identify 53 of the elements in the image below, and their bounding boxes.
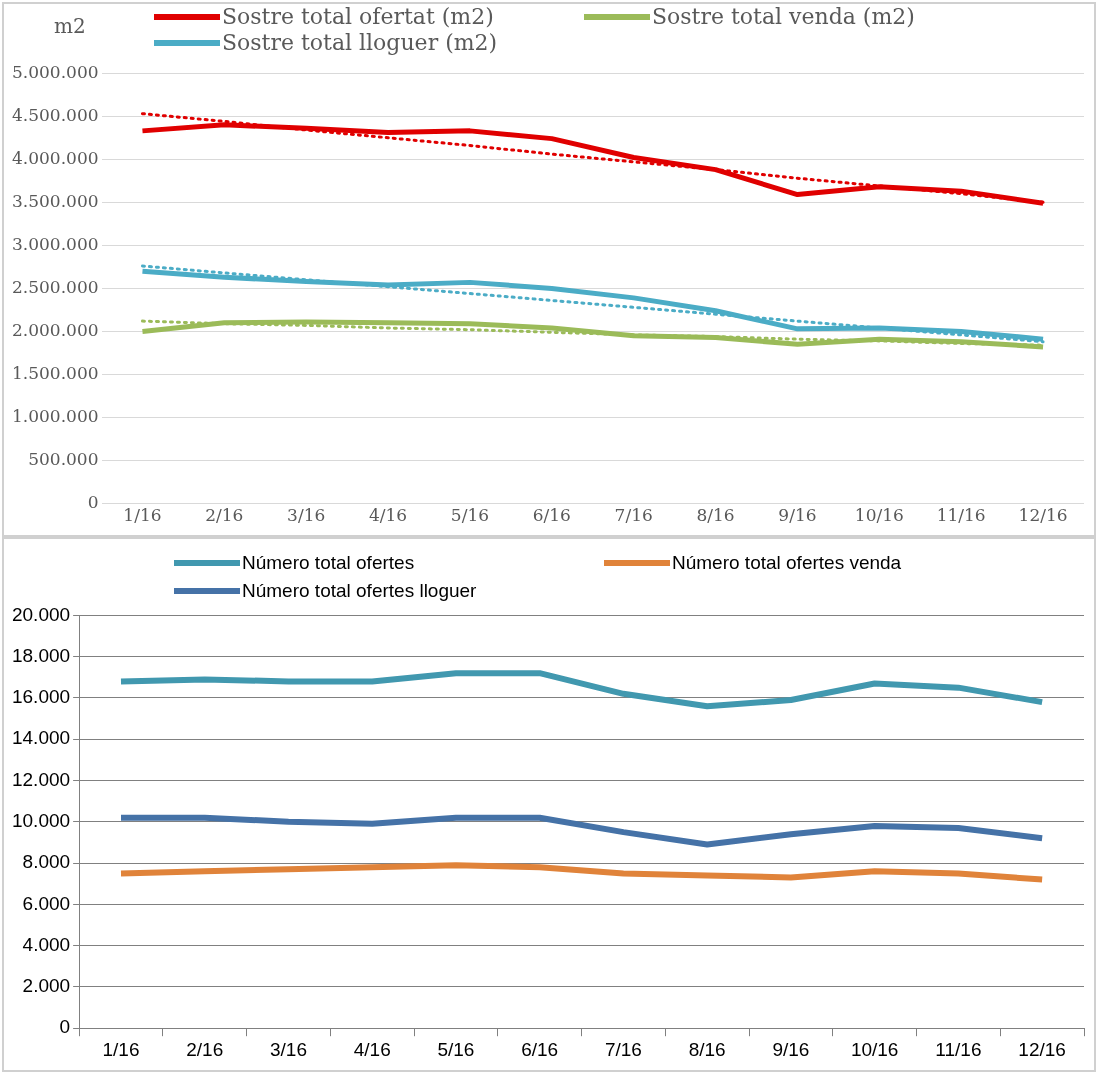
y-tick-label: 4.000 [22,933,71,955]
x-tick-label: 3/16 [287,505,326,526]
y-tick-label: 1.000.000 [11,405,99,426]
y-tick-label: 8.000 [22,851,71,873]
x-tick-label: 12/16 [1018,505,1068,526]
x-tick-label: 10/16 [854,505,904,526]
y-tick-label: 1.500.000 [11,362,99,383]
x-tick-label: 5/16 [437,1038,475,1060]
legend-label: Número total ofertes [242,551,415,575]
x-tick-label: 4/16 [353,1038,391,1060]
y-tick-label: 20.000 [11,603,71,625]
legend-label: Sostre total lloguer (m2) [222,30,498,56]
y-tick-label: 2.000 [22,975,71,997]
x-tick-label: 6/16 [532,505,571,526]
x-tick-label: 2/16 [186,1038,224,1060]
x-tick-label: 11/16 [936,505,986,526]
x-tick-label: 3/16 [269,1038,307,1060]
legend-label: Número total ofertes venda [672,551,902,575]
legend-label: Sostre total ofertat (m2) [222,4,494,30]
y-tick-label: 18.000 [11,644,71,666]
y-tick-label: 16.000 [11,686,71,708]
y-tick-label: 14.000 [11,727,71,749]
x-tick-label: 12/16 [1018,1038,1066,1060]
x-tick-label: 7/16 [614,505,653,526]
y-tick-label: 10.000 [11,810,71,832]
y-tick-label: 5.000.000 [11,61,99,82]
y-tick-label: 500.000 [28,448,99,469]
legend-label: Sostre total venda (m2) [652,4,915,30]
y-tick-label: 0 [87,492,99,513]
x-tick-label: 5/16 [450,505,490,526]
y-tick-label: 4.500.000 [11,104,99,125]
x-tick-label: 10/16 [850,1038,899,1060]
x-tick-label: 4/16 [368,505,408,526]
x-tick-label: 6/16 [521,1038,559,1060]
y-axis-title: m2 [54,14,86,38]
y-tick-label: 2.000.000 [11,319,99,340]
x-tick-label: 7/16 [604,1038,642,1060]
x-tick-label: 1/16 [123,505,162,526]
y-tick-label: 3.500.000 [11,190,99,211]
y-tick-label: 12.000 [11,768,71,790]
x-tick-label: 9/16 [778,505,817,526]
x-tick-label: 9/16 [772,1038,810,1060]
y-tick-label: 0 [59,1016,71,1038]
x-tick-label: 2/16 [205,505,244,526]
y-tick-label: 3.000.000 [11,233,99,254]
y-tick-label: 4.000.000 [11,147,99,168]
x-tick-label: 11/16 [935,1038,982,1060]
y-tick-label: 2.500.000 [11,276,99,297]
x-tick-label: 8/16 [696,505,735,526]
x-tick-label: 8/16 [688,1038,726,1060]
y-tick-label: 6.000 [22,892,71,914]
legend-label: Número total ofertes lloguer [242,579,477,603]
x-tick-label: 1/16 [102,1038,140,1060]
